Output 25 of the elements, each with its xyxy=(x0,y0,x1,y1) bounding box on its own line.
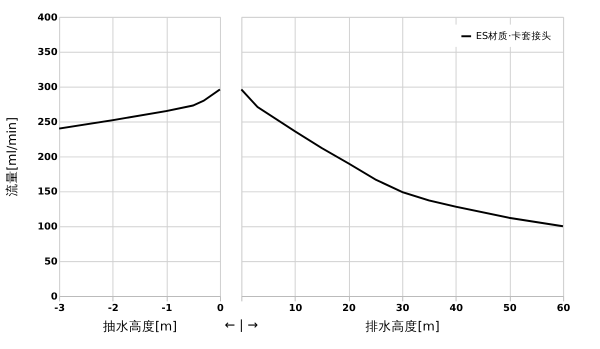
y-tick-label: 0 xyxy=(50,291,58,302)
x-tick-label: 60 xyxy=(556,303,570,314)
x-axis-title: 排水高度[m] xyxy=(366,318,440,334)
x-tick-label: 30 xyxy=(396,303,410,314)
y-tick-label: 300 xyxy=(37,82,58,94)
x-tick-label: 50 xyxy=(503,303,517,314)
x-tick-label: 10 xyxy=(288,303,302,314)
y-tick-label: 200 xyxy=(37,152,58,163)
y-axis-title: 流量[ml/min] xyxy=(4,117,19,197)
x-tick-label: -2 xyxy=(108,303,119,314)
x-tick-label: -1 xyxy=(161,303,172,314)
x-axis-title: 抽水高度[m] xyxy=(102,318,178,334)
text: ← | → xyxy=(224,316,258,332)
y-tick-label: 150 xyxy=(37,186,58,198)
y-tick-label: 50 xyxy=(44,256,58,268)
x-tick-label: 20 xyxy=(342,303,356,314)
x-tick-label: -3 xyxy=(54,303,65,314)
x-tick-label: 40 xyxy=(450,303,464,314)
y-tick-label: 400 xyxy=(37,12,58,24)
y-tick-label: 350 xyxy=(37,47,58,58)
legend-label: ES材质·卡套接头 xyxy=(476,30,552,42)
y-tick-label: 250 xyxy=(37,116,58,128)
line-series xyxy=(58,88,221,130)
y-tick-label: 100 xyxy=(37,222,58,233)
x-tick-label: 0 xyxy=(217,303,224,314)
